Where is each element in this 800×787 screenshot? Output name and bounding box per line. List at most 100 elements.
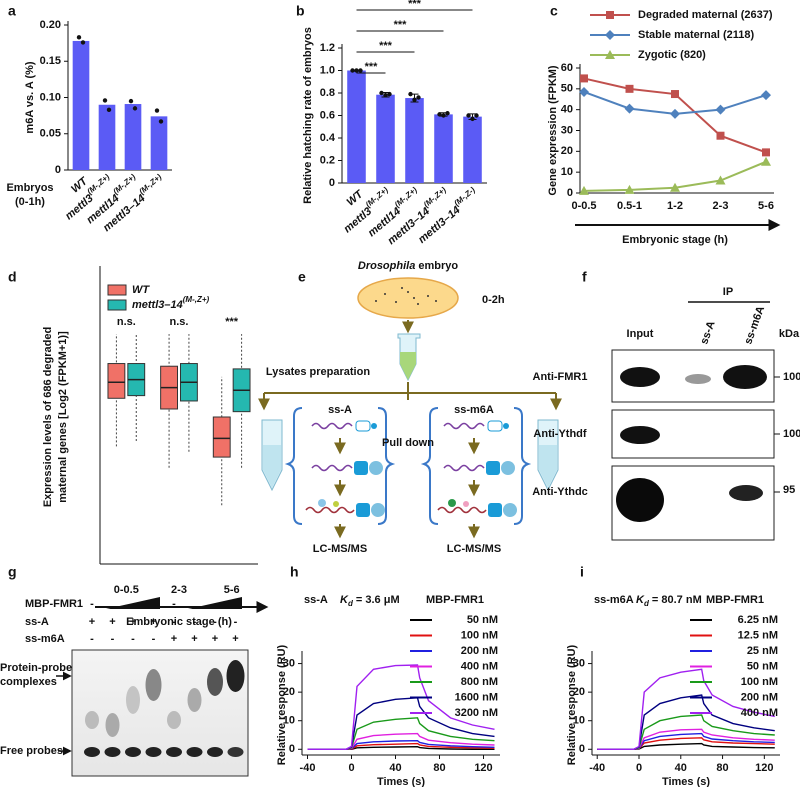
x-tick-label: 0 <box>348 762 354 774</box>
replicate-point <box>350 68 355 73</box>
bracket <box>377 407 396 525</box>
significance-label: *** <box>225 316 239 328</box>
chart-title: ss-A <box>304 594 328 606</box>
probes <box>305 422 487 514</box>
sign: - <box>131 633 135 645</box>
lane-label: Input <box>627 328 654 340</box>
text-part: mettl3–14 <box>132 299 183 311</box>
sign: + <box>191 633 197 645</box>
point-marker <box>716 131 725 140</box>
embryo <box>357 277 459 319</box>
sign: - <box>234 616 238 628</box>
text-part: (M-,Z+) <box>137 172 163 196</box>
significance-label: *** <box>379 40 393 52</box>
point-marker <box>715 104 726 115</box>
legend-label: 50 nM <box>747 660 778 672</box>
point-marker <box>761 90 771 101</box>
panel-f: f IP Input ss-A ss-m6A kDa Anti-FMR1 Ant… <box>532 269 800 541</box>
panel-letter: g <box>8 564 17 580</box>
text-part: = 3.6 μM <box>353 594 400 606</box>
y-tick-label: 0 <box>579 743 585 755</box>
series-line <box>597 668 775 750</box>
x-tick-label: 80 <box>716 762 728 774</box>
row-label: ss-m6A <box>25 633 65 645</box>
y-tick-label: 0 <box>55 164 61 176</box>
y-tick-label: 0.10 <box>40 91 61 103</box>
legend-marker <box>606 11 614 19</box>
y-tick-label: 20 <box>283 686 295 698</box>
chart-title: ss-m6A <box>594 594 634 606</box>
text-part: d <box>644 599 650 608</box>
point-marker <box>624 103 635 114</box>
replicate-point <box>416 95 421 100</box>
band-label: complexes <box>0 676 57 688</box>
significance-label: n.s. <box>117 316 136 328</box>
bar <box>376 94 395 183</box>
bar <box>463 116 482 183</box>
band <box>620 367 660 387</box>
significance-label: n.s. <box>170 316 189 328</box>
y-tick-label: 30 <box>283 657 295 669</box>
legend-title: MBP-FMR1 <box>706 594 764 606</box>
step-label: Lysates preparation <box>266 366 370 378</box>
sign: + <box>171 633 177 645</box>
point-marker <box>670 182 680 192</box>
chart-box <box>95 266 269 613</box>
text-part: K <box>636 594 645 606</box>
panel-letter: d <box>8 269 17 285</box>
legend-swatch <box>107 299 127 311</box>
point-marker <box>624 184 635 194</box>
sign: - <box>90 598 94 610</box>
y-axis-label: Expression levels of 686 degraded <box>42 327 54 507</box>
legend-label: 1600 nM <box>455 691 498 703</box>
x-tick-label: -40 <box>300 762 316 774</box>
legend-label: mettl3–14(M-,Z+) <box>132 295 210 311</box>
legend-label: 200 nM <box>461 645 498 657</box>
legend-label: 50 nM <box>467 614 498 626</box>
text-part: embryo <box>415 260 458 272</box>
y-tick-label: 10 <box>561 166 573 178</box>
size-label: 100 <box>783 428 800 440</box>
y-axis-label: m6A vs. A (%) <box>24 61 36 133</box>
x-tick-label: 0-0.5 <box>571 200 596 212</box>
point-marker <box>579 86 589 97</box>
replicate-point <box>80 40 86 45</box>
bracket <box>513 407 532 525</box>
action-label: Pull down <box>382 437 434 449</box>
legend-marker <box>605 30 615 40</box>
panel-letter: c <box>550 3 558 19</box>
point-marker <box>761 156 771 166</box>
legend-title: MBP-FMR1 <box>426 594 484 606</box>
replicate-point <box>132 106 138 111</box>
panel-e: e Drosophila embryo 0-2h Lysates prepara… <box>258 260 562 555</box>
y-tick-label: 30 <box>561 124 573 136</box>
x-tick-label: 120 <box>755 762 773 774</box>
x-tick-label: 40 <box>675 762 687 774</box>
bracket <box>284 407 303 525</box>
antibody-label: Anti-Ythdc <box>532 486 588 498</box>
legend-label: Zygotic (820) <box>638 49 706 61</box>
x-tick-label: -40 <box>589 762 605 774</box>
sign: - <box>111 633 115 645</box>
legend-swatch <box>107 284 127 296</box>
point-marker <box>762 148 770 157</box>
legend-marker <box>605 50 615 59</box>
y-axis-label: maternal genes [Log2 (FPKM+1)] <box>57 331 69 503</box>
y-axis-label: Relative hatching rate of embryos <box>302 27 314 204</box>
point-marker <box>625 84 634 93</box>
band-label: Protein-probe <box>0 662 72 674</box>
x-tick-label: 5-6 <box>224 584 240 596</box>
readout-label: LC-MS/MS <box>447 543 501 555</box>
sign: + <box>89 616 95 628</box>
readout-label: LC-MS/MS <box>313 543 367 555</box>
kd-label: Kd = 80.7 nM <box>636 594 702 608</box>
point-marker <box>580 74 588 83</box>
sign: - <box>172 598 176 610</box>
x-axis-label: (0-1h) <box>15 196 45 208</box>
text-part: Drosophila <box>358 260 415 272</box>
y-axis-label: Gene expression (FPKM) <box>547 65 559 196</box>
point-marker <box>579 185 589 195</box>
y-tick-label: 50 <box>561 83 573 95</box>
significance-label: *** <box>408 0 422 10</box>
